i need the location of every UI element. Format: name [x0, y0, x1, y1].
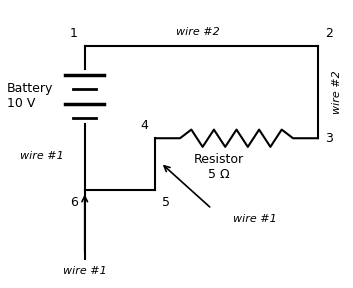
Text: 2: 2	[325, 27, 333, 40]
Text: 4: 4	[140, 120, 148, 132]
Text: Battery
10 V: Battery 10 V	[7, 82, 53, 111]
Text: wire #2: wire #2	[332, 70, 342, 114]
Text: 5: 5	[162, 196, 170, 209]
Text: wire #1: wire #1	[233, 214, 277, 224]
Text: wire #1: wire #1	[20, 151, 64, 160]
Text: wire #1: wire #1	[63, 266, 107, 276]
Text: wire #2: wire #2	[176, 27, 220, 37]
Text: Resistor
5 Ω: Resistor 5 Ω	[194, 153, 244, 181]
Text: 3: 3	[325, 132, 333, 145]
Text: 1: 1	[70, 27, 78, 40]
Text: 6: 6	[70, 196, 78, 209]
